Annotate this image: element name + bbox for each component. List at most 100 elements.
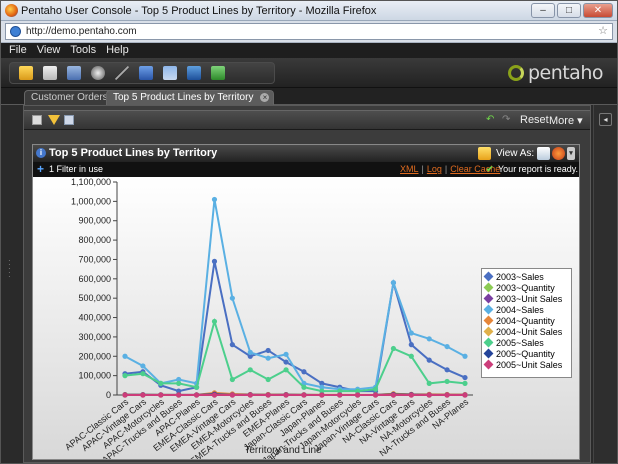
firefox-icon <box>5 4 18 17</box>
save-icon[interactable] <box>139 66 153 80</box>
close-window-button[interactable]: ✕ <box>583 3 613 18</box>
report-links: XML | Log | Clear Cache <box>400 164 501 174</box>
bookmark-star-icon[interactable]: ☆ <box>598 25 608 37</box>
log-link[interactable]: Log <box>426 164 442 174</box>
data-point <box>122 353 128 359</box>
data-point <box>265 392 271 398</box>
clear-cache-link[interactable]: Clear Cache <box>450 164 501 174</box>
data-point <box>390 392 397 398</box>
schedule-icon[interactable] <box>91 66 105 80</box>
refresh-icon[interactable] <box>211 66 225 80</box>
view-dropdown-icon[interactable]: ▾ <box>567 147 575 160</box>
data-point <box>265 355 271 361</box>
data-point <box>122 392 128 398</box>
data-point <box>140 371 146 377</box>
legend-marker <box>483 282 494 293</box>
legend-item: 2004~Sales <box>483 304 568 315</box>
report-status: Your report is ready. <box>498 164 579 174</box>
filter-icon[interactable] <box>48 115 60 125</box>
workspace-icon[interactable] <box>67 66 81 80</box>
save-as-icon[interactable] <box>163 66 177 80</box>
y-tick-label: 300,000 <box>78 332 111 342</box>
y-tick-label: 600,000 <box>78 274 111 284</box>
checkmark-icon: ✔ <box>486 164 494 174</box>
grid-icon[interactable] <box>32 115 42 125</box>
edit-icon[interactable] <box>115 66 129 80</box>
data-point <box>211 392 218 398</box>
data-point <box>301 392 307 398</box>
content-toolbar: ↶ ↷ Reset More ▾ <box>24 110 590 130</box>
close-tab-icon[interactable]: × <box>260 93 270 102</box>
legend-marker <box>483 348 494 359</box>
data-point <box>140 363 146 369</box>
new-report-icon[interactable] <box>43 66 57 80</box>
chart-view-icon[interactable] <box>552 147 565 160</box>
window-controls: – □ ✕ <box>531 3 613 18</box>
line-chart: 0 100,000 200,000 300,000 400,000 500,000 600,… <box>33 177 579 464</box>
left-panel-grip[interactable]: · · · · · <box>8 256 11 281</box>
menu-file[interactable]: File <box>9 44 27 56</box>
properties-icon[interactable] <box>64 115 74 125</box>
data-point <box>444 378 450 385</box>
y-tick-label: 700,000 <box>78 254 111 264</box>
lightning-icon[interactable] <box>478 147 491 160</box>
info-icon[interactable]: i <box>36 148 46 158</box>
chart-legend: 2003~Sales 2003~Quantity 2003~Unit Sales 20… <box>481 268 572 378</box>
data-point <box>462 374 468 381</box>
legend-label: 2005~Quantity <box>496 348 555 359</box>
data-point <box>229 295 235 301</box>
data-point <box>355 388 361 394</box>
data-point <box>122 373 128 379</box>
view-as-label: View As: <box>496 148 535 159</box>
data-point <box>301 369 307 375</box>
y-tick-label: 1,000,000 <box>71 196 111 206</box>
legend-item: 2005~Sales <box>483 337 568 348</box>
x-axis-label: Territory and Line <box>244 445 322 456</box>
xml-link[interactable]: XML <box>400 164 419 174</box>
more-menu-button[interactable]: More ▾ <box>549 114 583 127</box>
data-point <box>372 386 379 392</box>
monitor-icon[interactable] <box>187 66 201 80</box>
report-panel: i Top 5 Product Lines by Territory View … <box>32 144 580 464</box>
data-point <box>426 380 432 386</box>
series-line <box>124 199 466 391</box>
legend-marker <box>483 271 494 282</box>
table-view-icon[interactable] <box>537 147 550 160</box>
y-tick-label: 200,000 <box>78 351 111 361</box>
add-filter-icon[interactable]: + <box>37 162 45 176</box>
legend-item: 2004~Quantity <box>483 315 568 326</box>
tab-label: Top 5 Product Lines by Territory <box>113 92 254 103</box>
data-point <box>211 196 218 203</box>
logo-text: pentaho <box>527 62 604 84</box>
data-point <box>193 392 200 398</box>
menu-bar: File View Tools Help <box>1 43 617 58</box>
data-point <box>444 367 450 373</box>
minimize-button[interactable]: – <box>531 3 555 18</box>
open-folder-icon[interactable] <box>19 66 33 80</box>
y-tick-label: 100,000 <box>78 371 111 381</box>
data-point <box>283 351 289 357</box>
y-tick-label: 500,000 <box>78 293 111 303</box>
menu-tools[interactable]: Tools <box>70 44 97 56</box>
maximize-button[interactable]: □ <box>557 3 581 18</box>
data-point <box>390 345 397 352</box>
address-input[interactable]: http://demo.pentaho.com ☆ <box>5 23 613 40</box>
chart-svg: 0 100,000 200,000 300,000 400,000 500,000 600,… <box>33 177 579 464</box>
y-tick-label: 400,000 <box>78 313 111 323</box>
menu-help[interactable]: Help <box>106 44 129 56</box>
data-point <box>247 353 253 359</box>
menu-view[interactable]: View <box>36 44 61 56</box>
legend-item: 2005~Quantity <box>483 348 568 359</box>
data-point <box>408 330 414 336</box>
undo-icon[interactable]: ↶ <box>486 114 495 125</box>
data-point <box>211 318 218 325</box>
data-point <box>301 384 307 390</box>
tab-bar: Customer Orders × Top 5 Product Lines by… <box>1 88 617 105</box>
redo-icon[interactable]: ↷ <box>502 114 511 125</box>
tab-top5-product-lines[interactable]: Top 5 Product Lines by Territory × <box>106 90 275 105</box>
data-point <box>229 342 235 348</box>
reset-button[interactable]: Reset <box>520 114 549 126</box>
data-point <box>158 392 164 398</box>
expand-panel-icon[interactable]: ◂ <box>599 113 612 126</box>
